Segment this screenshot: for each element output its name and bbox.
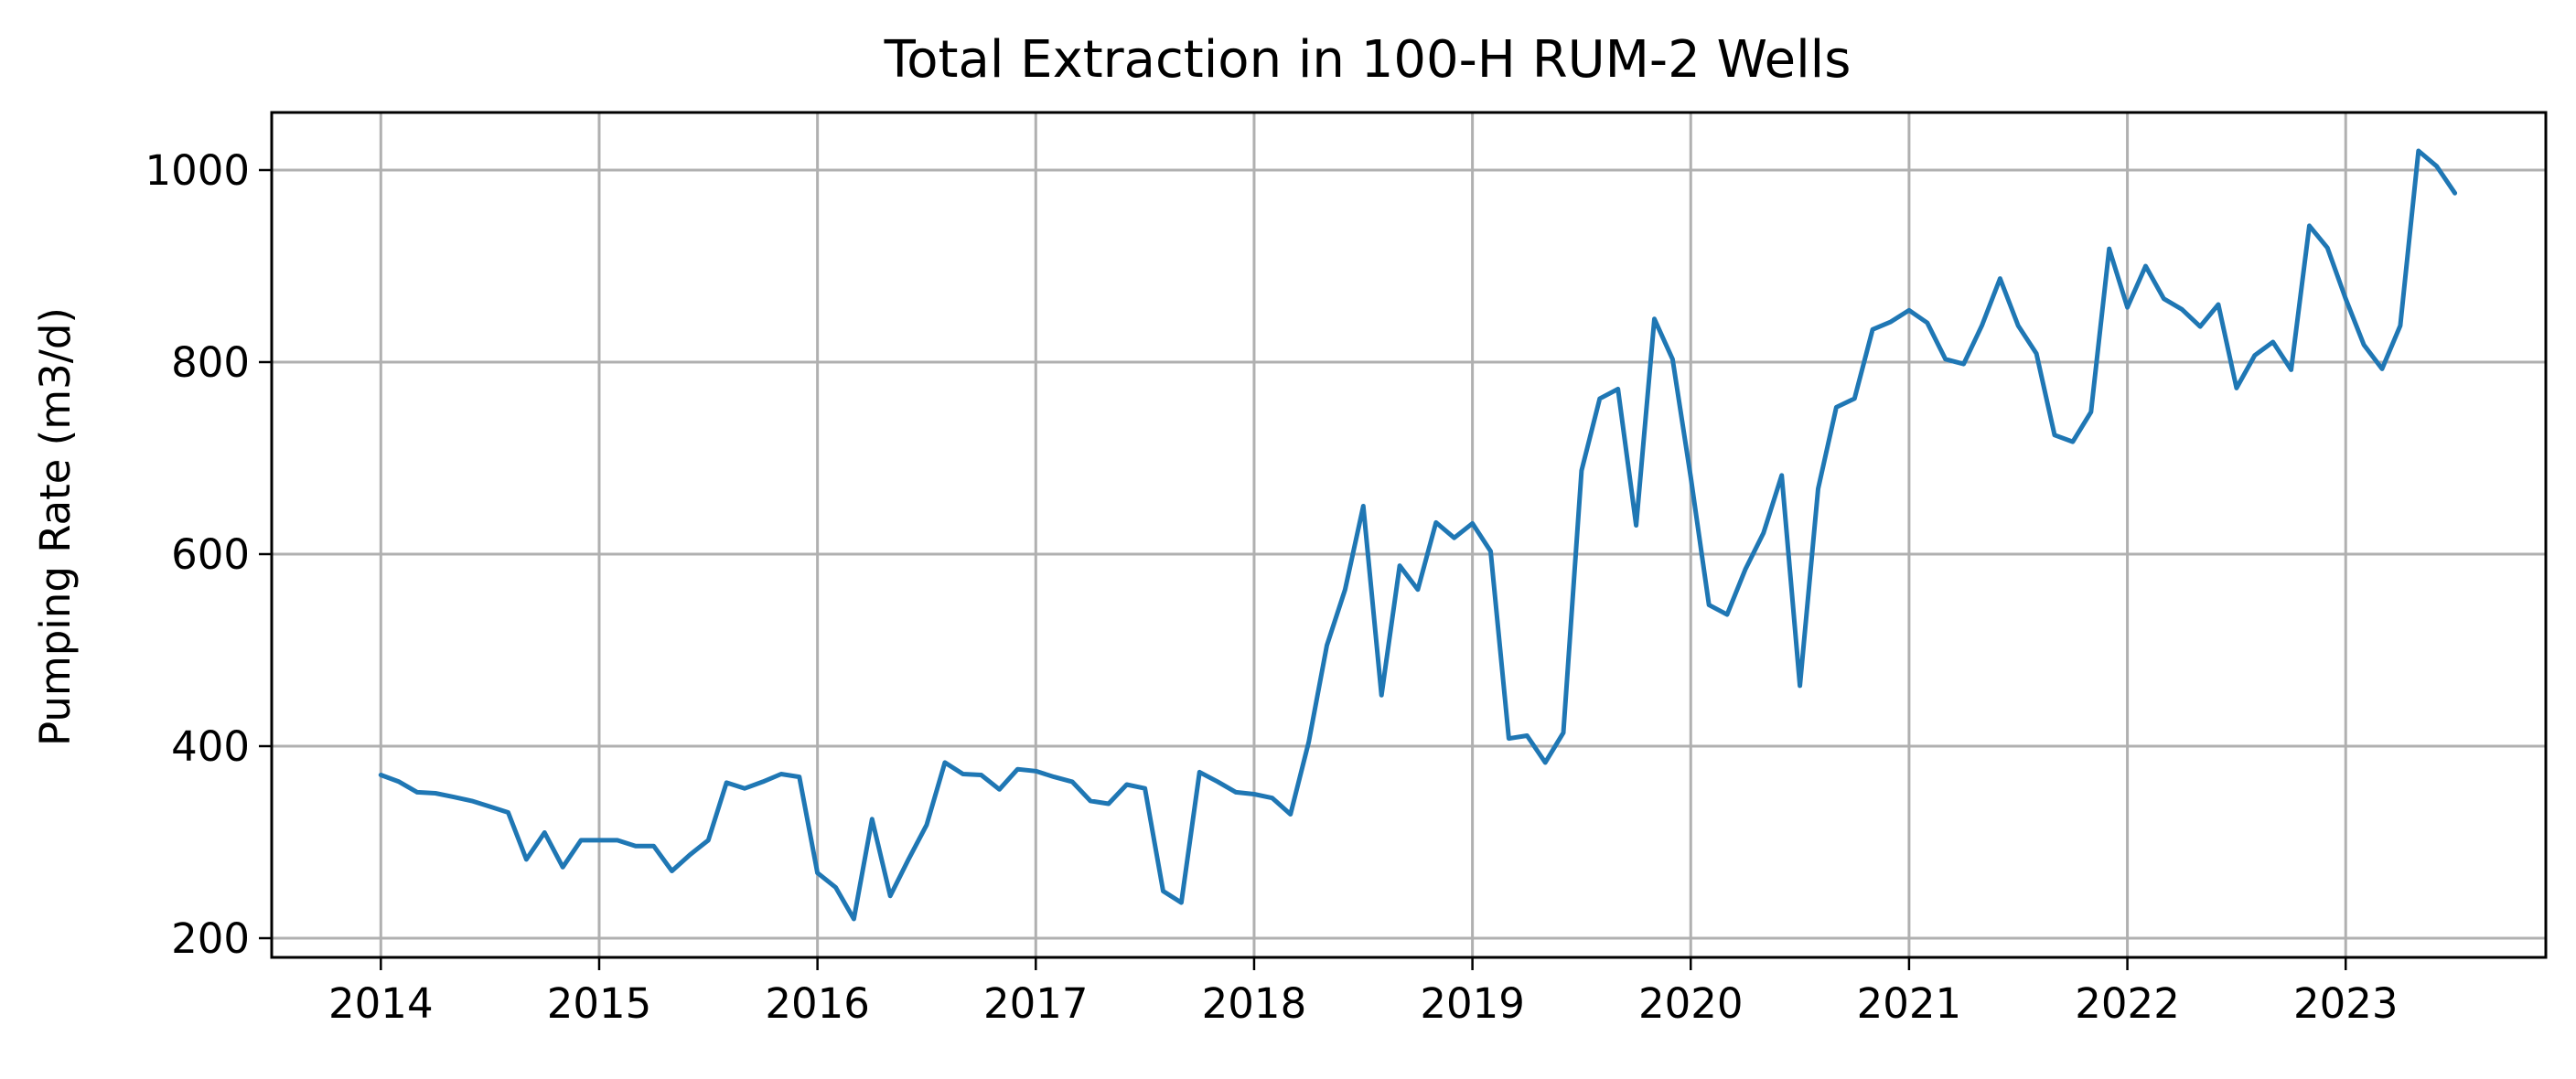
x-tick-label: 2017 — [983, 979, 1089, 1028]
y-tick-label: 200 — [171, 914, 250, 963]
x-tick-label: 2019 — [1420, 979, 1525, 1028]
y-tick-label: 600 — [171, 530, 250, 579]
y-axis-label: Pumping Rate (m3/d) — [31, 307, 80, 746]
series-line-0 — [378, 148, 2458, 922]
y-tick-label: 1000 — [145, 146, 250, 195]
series-group — [378, 148, 2458, 922]
y-tick-label: 400 — [171, 722, 250, 771]
y-tick-label: 800 — [171, 338, 250, 387]
chart-title: Total Extraction in 100-H RUM-2 Wells — [884, 30, 1852, 90]
x-tick-label: 2023 — [2293, 979, 2399, 1028]
x-tick-label: 2015 — [547, 979, 652, 1028]
tick-marks — [259, 168, 2347, 970]
x-tick-label: 2014 — [328, 979, 434, 1028]
plot-frame — [270, 111, 2548, 959]
x-tick-label: 2018 — [1202, 979, 1307, 1028]
x-tick-label: 2016 — [765, 979, 870, 1028]
x-tick-label: 2020 — [1638, 979, 1744, 1028]
x-tick-label: 2022 — [2075, 979, 2180, 1028]
gridlines — [272, 112, 2546, 957]
y-tick-labels: 200 400 600 800 1000 — [145, 146, 250, 963]
x-tick-labels: 2014 2015 2016 2017 2018 2019 2020 2021 2022 2023 — [328, 979, 2398, 1028]
x-tick-label: 2021 — [1857, 979, 1962, 1028]
